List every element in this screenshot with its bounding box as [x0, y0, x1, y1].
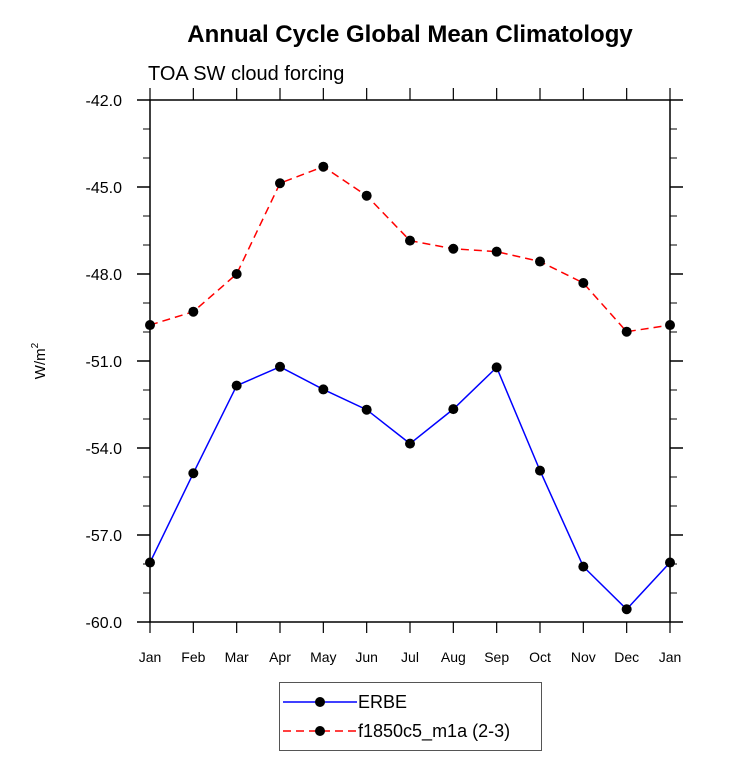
data-point	[405, 438, 415, 449]
data-point	[145, 320, 155, 331]
x-tick-label: Sep	[484, 649, 509, 665]
x-tick-label: Feb	[181, 649, 205, 665]
data-point	[491, 362, 502, 373]
data-point	[275, 361, 285, 372]
legend-item: f1850c5_m1a (2-3)	[283, 721, 510, 742]
y-tick-label: -54.0	[86, 441, 123, 458]
y-axis-label-unit: W/m	[32, 348, 49, 379]
legend-marker	[315, 697, 325, 707]
x-tick-label: Jul	[401, 649, 419, 665]
x-tick-label: Jan	[139, 649, 162, 665]
x-tick-label: Mar	[225, 649, 249, 665]
y-tick-label: -57.0	[86, 528, 123, 545]
data-point	[318, 384, 329, 395]
data-point	[665, 557, 675, 568]
data-point	[491, 246, 502, 257]
legend-marker	[315, 726, 325, 736]
data-point	[231, 380, 242, 391]
data-point	[665, 320, 675, 331]
data-point	[188, 306, 199, 317]
x-tick-label: Aug	[441, 649, 466, 665]
data-point	[578, 561, 589, 572]
y-axis-label-superscript: 2	[30, 342, 41, 348]
data-point	[535, 256, 545, 267]
data-point	[145, 557, 155, 568]
series-layer	[145, 161, 675, 615]
y-tick-label: -42.0	[86, 93, 123, 110]
axes	[149, 99, 671, 623]
y-tick-label: -48.0	[86, 267, 123, 284]
series-line	[149, 165, 671, 333]
series-line	[149, 365, 671, 611]
x-tick-label: Jun	[355, 649, 378, 665]
x-axis-ticks: Jan Feb Mar Apr May Jun Jul Aug Sep Oct Nov Dec Jan	[139, 88, 682, 665]
series-model	[145, 161, 675, 337]
x-tick-label: May	[310, 649, 336, 665]
data-point	[361, 404, 372, 415]
data-point	[275, 178, 285, 189]
x-tick-label: Nov	[571, 649, 596, 665]
y-tick-label: -51.0	[86, 354, 123, 371]
legend-box	[279, 682, 542, 751]
data-point	[361, 190, 372, 201]
legend-item: ERBE	[283, 692, 407, 712]
legend: ERBE f1850c5_m1a (2-3)	[279, 682, 542, 751]
data-point	[318, 161, 329, 172]
data-point	[448, 404, 459, 415]
data-point	[578, 277, 589, 288]
y-tick-label: -45.0	[86, 180, 123, 197]
y-axis-ticks: -60.0 -57.0 -54.0 -51.0 -48.0 -45.0 -42.0	[86, 93, 683, 632]
x-tick-label: Oct	[529, 649, 551, 665]
data-point	[448, 243, 459, 254]
x-tick-label: Apr	[269, 649, 291, 665]
chart-title: Annual Cycle Global Mean Climatology	[187, 21, 633, 48]
data-point	[621, 326, 632, 337]
y-tick-label: -60.0	[86, 615, 123, 632]
series-erbe	[145, 361, 675, 615]
x-tick-label: Jan	[659, 649, 682, 665]
legend-label: f1850c5_m1a (2-3)	[358, 721, 510, 742]
data-point	[188, 468, 199, 479]
data-point	[621, 604, 632, 615]
data-point	[535, 465, 545, 476]
x-tick-label: Dec	[614, 649, 639, 665]
legend-label: ERBE	[358, 692, 407, 712]
data-point	[231, 269, 242, 279]
y-axis-label: W/m2	[30, 342, 49, 379]
chart-subtitle: TOA SW cloud forcing	[148, 63, 344, 85]
plot-frame	[149, 99, 671, 623]
data-point	[405, 235, 415, 246]
